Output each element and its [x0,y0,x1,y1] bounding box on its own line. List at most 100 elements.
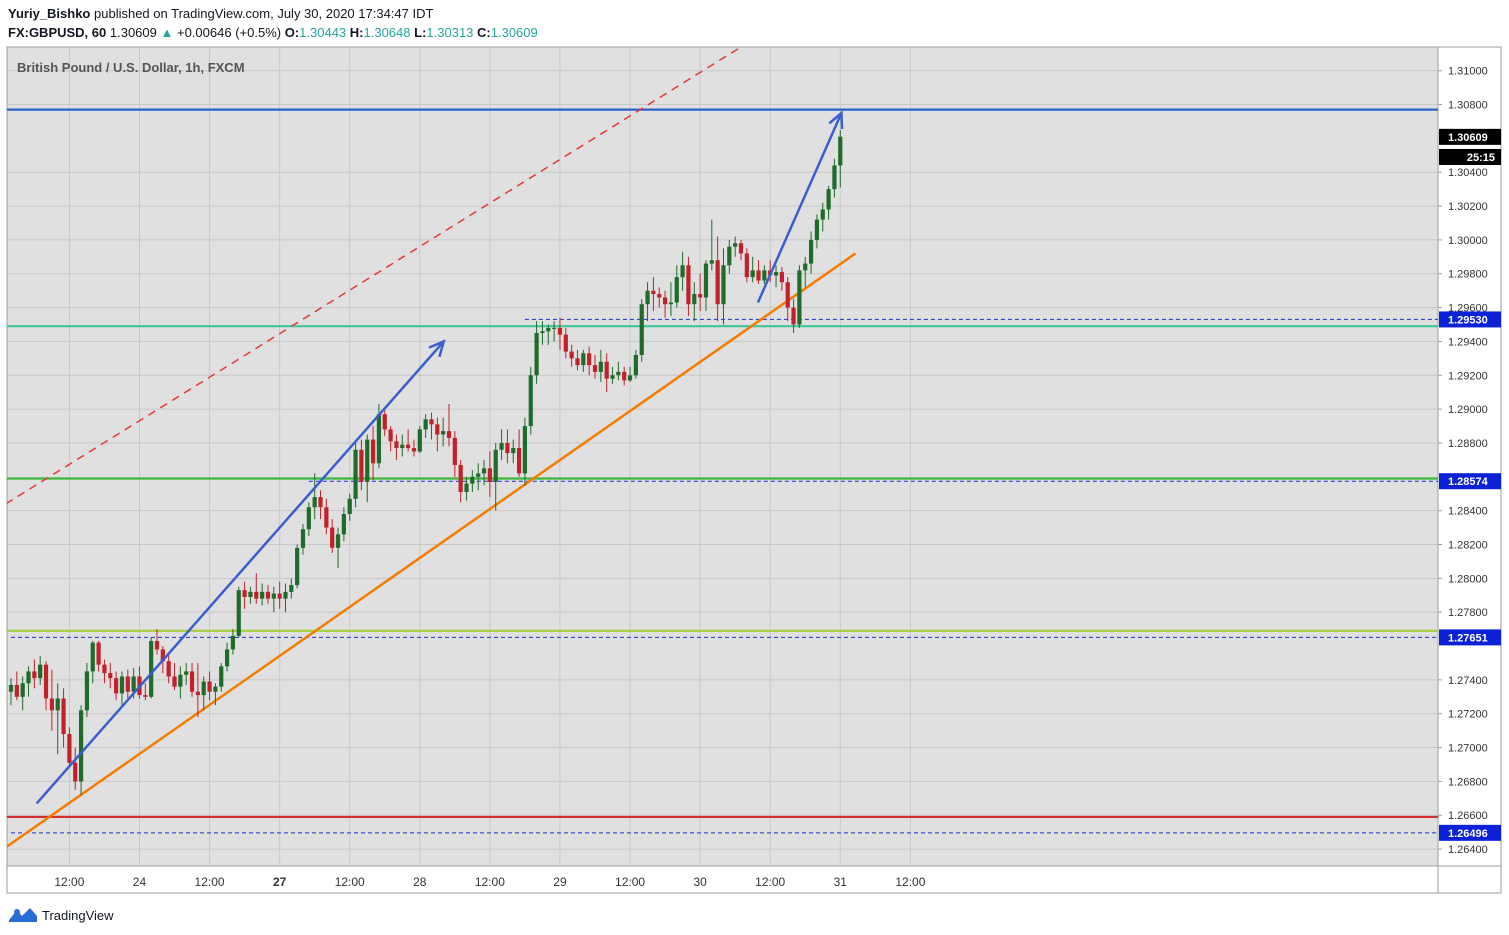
candle [481,459,487,486]
channel-line-dashed [7,47,742,504]
candle-body [359,449,364,482]
arrow-head [428,339,446,358]
y-tick-label: 1.27800 [1448,607,1488,619]
candle-body [429,419,434,425]
candle [102,659,107,684]
candle-body [61,698,66,735]
candle-body [587,353,592,366]
candle [470,470,475,493]
candle-body [832,165,837,190]
candle [452,431,457,477]
candle [569,344,574,367]
x-tick-label: 12:00 [755,875,785,889]
y-tick-label: 1.30800 [1448,100,1488,112]
price-label: 1.26496 [1439,824,1501,841]
candle-body [820,209,825,220]
candle-body [709,260,714,264]
candle [341,507,346,542]
candle-body [207,681,212,692]
candle [394,434,399,460]
candle-body [633,354,638,376]
x-tick-label: 29 [553,875,567,889]
candle-body [446,431,452,438]
x-tick-label: 24 [133,875,147,889]
brand-name[interactable]: TradingView [42,907,114,923]
candle [20,676,25,711]
candle-body [744,253,749,278]
candle [785,277,790,322]
candle [388,426,393,452]
x-tick-label: 12:00 [335,875,365,889]
candle [575,349,580,371]
symbol-label: FX:GBPUSD, 60 [8,25,107,40]
candle [516,429,522,477]
candle [429,412,434,440]
candle-body [575,358,580,366]
candle-body [131,676,136,692]
low-label: L: [414,25,427,40]
candle [657,287,662,308]
candle-body [791,307,796,325]
candle-body [295,547,300,586]
chart-title: British Pound / U.S. Dollar, 1h, FXCM [17,60,245,75]
candle [178,666,183,699]
candle-body [67,734,72,763]
candle-body [616,371,621,376]
y-tick-label: 1.29400 [1448,336,1488,348]
candle-body [224,649,230,667]
x-tick-label: 28 [413,875,427,889]
candle-body [657,294,662,298]
candle [335,527,341,569]
price-label-text: 1.28574 [1448,476,1489,488]
candle-body [289,585,294,592]
y-tick-label: 1.28000 [1448,573,1488,585]
candle-body [826,189,831,210]
y-tick-label: 1.30400 [1448,167,1488,179]
x-tick-label: 12:00 [475,875,505,889]
candle-body [411,448,417,452]
candle-body [213,686,218,692]
candle [581,349,586,372]
y-tick-label: 1.26400 [1448,844,1488,856]
candle-body [692,294,697,305]
candle-body [43,664,49,699]
candle [289,578,294,599]
candle [96,640,101,672]
candle [756,260,761,284]
candle [808,231,814,274]
candle [306,502,311,537]
candle [797,265,802,328]
candle [365,434,370,503]
candle-body [55,698,60,711]
candle-body [341,514,346,535]
candle [528,366,533,435]
candle-body [8,684,14,692]
candle-body [406,444,411,449]
candle-body [166,661,171,677]
candle-body [102,664,107,674]
y-tick-label: 1.29200 [1448,370,1488,382]
candle [546,324,551,345]
candle-body [721,265,726,305]
candle-body [20,683,25,697]
candle [738,239,744,261]
candle-body [382,414,387,430]
candle-body [808,239,814,264]
candle [119,671,125,706]
candle-body [756,270,761,281]
candle-body [306,507,311,530]
candle-body [703,263,709,298]
candle [219,662,224,692]
candle [744,248,749,283]
candle-body [581,353,586,366]
candle-body [528,375,533,427]
candle [26,666,31,697]
candle [534,321,539,384]
candle [557,317,563,350]
low-value: 1.30313 [426,25,474,40]
candle [149,637,154,699]
y-tick-label: 1.29000 [1448,404,1488,416]
x-tick-label: 12:00 [54,875,84,889]
candle-body [125,676,130,692]
